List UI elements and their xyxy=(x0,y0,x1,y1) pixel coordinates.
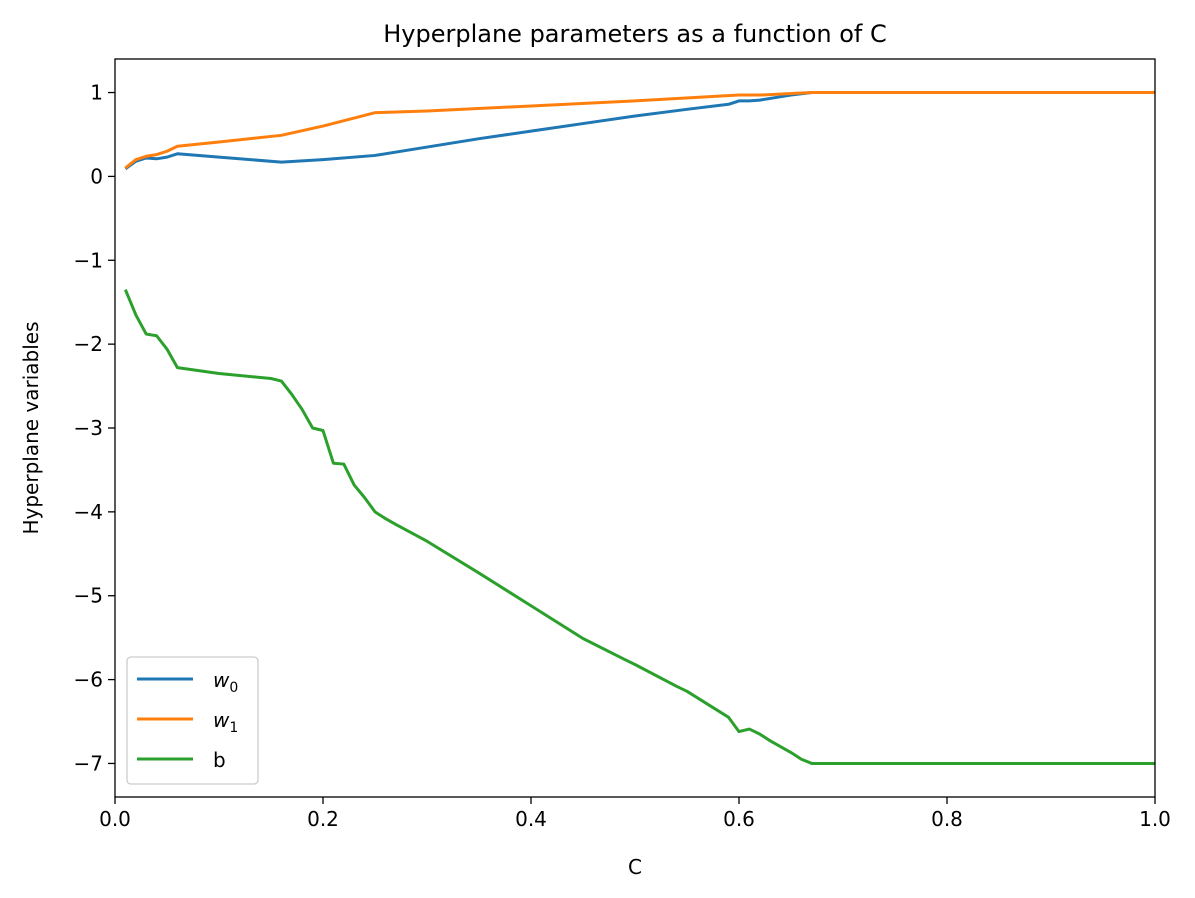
legend-items: w0 w1 b xyxy=(137,668,238,772)
y-tick-label: −7 xyxy=(74,751,103,775)
x-tick-label: 0.2 xyxy=(307,807,339,831)
x-axis-ticks: 0.0 0.2 0.4 0.6 0.8 1.0 xyxy=(99,797,1171,831)
x-axis-label: C xyxy=(628,855,642,879)
x-tick-label: 1.0 xyxy=(1139,807,1171,831)
y-tick-label: −1 xyxy=(74,248,103,272)
y-tick-label: −6 xyxy=(74,668,103,692)
x-tick-label: 0.8 xyxy=(931,807,963,831)
y-axis-label: Hyperplane variables xyxy=(19,321,43,534)
chart-title: Hyperplane parameters as a function of C xyxy=(383,20,887,48)
plot-lines xyxy=(124,91,1155,765)
x-tick-label: 0.0 xyxy=(99,807,131,831)
x-tick-label: 0.6 xyxy=(723,807,755,831)
legend: w0 w1 b xyxy=(126,656,259,785)
y-axis-ticks: 1 0 −1 −2 −3 −4 −5 −6 −7 xyxy=(74,81,115,775)
series-line-1 xyxy=(124,91,1155,170)
legend-label-1: w1 xyxy=(213,708,238,736)
series-line-2 xyxy=(124,289,1155,765)
legend-label-0: w0 xyxy=(213,668,238,696)
y-tick-label: −5 xyxy=(74,584,103,608)
legend-label-2: b xyxy=(213,748,226,772)
y-tick-label: 0 xyxy=(90,164,103,188)
y-tick-label: 1 xyxy=(90,81,103,105)
y-tick-label: −4 xyxy=(74,500,103,524)
x-tick-label: 0.4 xyxy=(515,807,547,831)
y-tick-label: −2 xyxy=(74,332,103,356)
y-tick-label: −3 xyxy=(74,416,103,440)
